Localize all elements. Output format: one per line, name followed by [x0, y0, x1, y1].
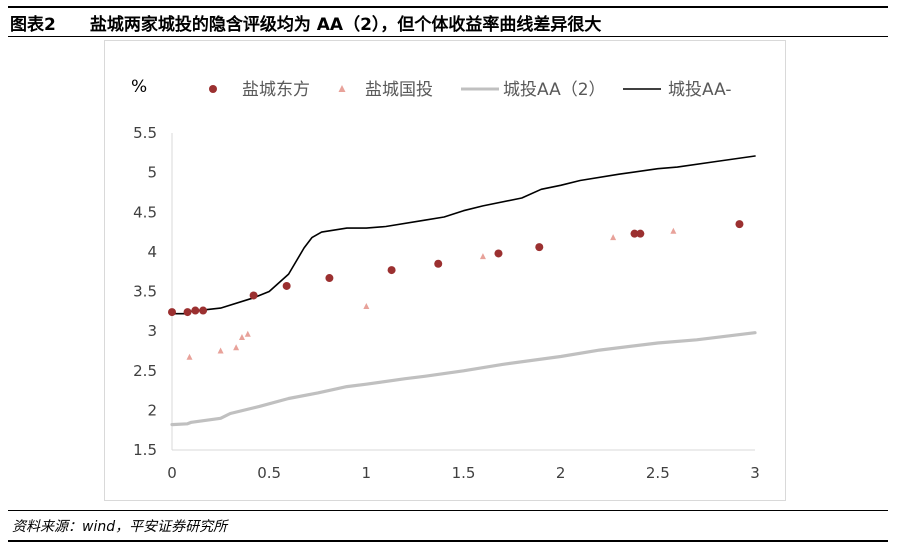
data-point-circle	[199, 306, 208, 315]
data-point-circle	[735, 220, 744, 229]
data-point-circle	[183, 308, 192, 317]
data-point-circle	[636, 229, 645, 238]
legend-label: 城投AA（2）	[503, 80, 606, 100]
data-point-triangle	[479, 253, 486, 260]
legend-label: 城投AA-	[668, 80, 732, 100]
data-point-circle	[494, 249, 503, 258]
x-tick-label: 0	[167, 464, 177, 482]
title-rule	[8, 36, 888, 37]
legend-label: 盐城东方	[242, 80, 310, 100]
y-tick-label: 3.5	[133, 283, 157, 301]
figure-title: 图表2 盐城两家城投的隐含评级均为 AA（2），但个体收益率曲线差异很大	[10, 10, 602, 35]
data-point-circle	[630, 229, 639, 238]
x-tick-label: 1	[362, 464, 372, 482]
data-point-circle	[249, 291, 258, 300]
x-tick-label: 0.5	[257, 464, 281, 482]
data-point-triangle	[363, 303, 370, 310]
data-point-circle	[387, 266, 396, 275]
source-label: 资料来源：	[12, 519, 82, 535]
legend-marker-triangle	[338, 85, 346, 92]
legend-marker-circle	[209, 85, 217, 93]
source-note: 资料来源：wind，平安证券研究所	[12, 516, 227, 536]
data-point-triangle	[238, 333, 245, 340]
y-tick-label: 2.5	[133, 362, 157, 380]
yield-curve-chart: 1.5 2 2.5 3 3.5 4 4.5 5 5.5 0 0.5 1 1.5 2 2.5 3% 盐城东方 盐城国…	[131, 77, 760, 482]
data-point-triangle	[244, 330, 251, 337]
figure-number: 图表2	[10, 14, 56, 35]
data-point-circle	[434, 259, 443, 268]
data-point-triangle	[186, 353, 193, 360]
footer-rule	[8, 540, 888, 542]
y-tick-label: 5.5	[133, 124, 157, 142]
y-tick-label: 1.5	[133, 441, 157, 459]
x-tick-label: 3	[750, 464, 760, 482]
bottom-rule	[8, 510, 888, 511]
data-point-triangle	[610, 234, 617, 241]
y-tick-label: 2	[147, 401, 157, 419]
data-point-triangle	[233, 344, 240, 351]
data-point-circle	[535, 243, 544, 252]
source-institute: ，平安证券研究所	[115, 519, 228, 535]
series-line	[171, 155, 756, 315]
data-point-circle	[191, 306, 200, 315]
legend-label: 盐城国投	[365, 80, 433, 100]
series-line	[170, 331, 757, 427]
chart-area: 1.5 2 2.5 3 3.5 4 4.5 5 5.5 0 0.5 1 1.5 2 2.5 3% 盐城东方 盐城国…	[104, 40, 786, 501]
top-rule	[8, 6, 888, 8]
y-tick-label: 3	[147, 322, 157, 340]
x-tick-label: 2	[556, 464, 566, 482]
figure-title-text: 盐城两家城投的隐含评级均为 AA（2），但个体收益率曲线差异很大	[89, 14, 602, 35]
data-point-triangle	[670, 227, 677, 234]
source-wind: wind	[82, 519, 116, 535]
data-point-triangle	[217, 347, 224, 354]
x-tick-label: 2.5	[646, 464, 670, 482]
y-tick-label: 5	[147, 164, 157, 182]
y-tick-label: 4.5	[133, 203, 157, 221]
x-tick-label: 1.5	[452, 464, 476, 482]
data-point-circle	[168, 308, 176, 317]
data-point-circle	[325, 274, 334, 283]
y-axis-label: %	[131, 77, 147, 97]
y-tick-label: 4	[147, 243, 157, 261]
data-point-circle	[282, 281, 291, 290]
